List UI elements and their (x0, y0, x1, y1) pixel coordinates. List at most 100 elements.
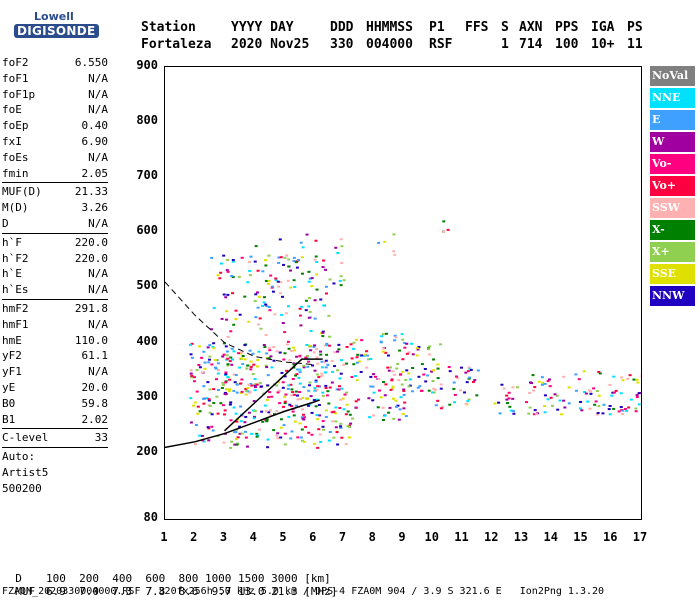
x-tick-label: 10 (424, 530, 439, 544)
echo-point (394, 336, 398, 339)
echo-point (473, 379, 477, 382)
echo-point (388, 406, 392, 409)
echo-point (294, 390, 298, 393)
legend-item: X+ (650, 242, 695, 262)
echo-point (232, 373, 236, 376)
param-value: N/A (88, 283, 108, 297)
echo-point (368, 416, 372, 419)
echo-point (226, 335, 230, 338)
echo-point (403, 341, 407, 344)
echo-point (212, 402, 216, 405)
echo-point (416, 386, 420, 389)
echo-point (306, 354, 310, 357)
echo-point (283, 256, 287, 259)
echo-point (198, 366, 202, 369)
y-tick-label: 600 (136, 223, 158, 238)
echo-point (266, 384, 270, 387)
echo-point (313, 317, 317, 320)
echo-point (202, 402, 206, 405)
echo-point (397, 418, 401, 421)
y-tick-label: 80 (143, 510, 158, 524)
echo-point (221, 383, 225, 386)
echo-point (325, 342, 329, 345)
param-separator (2, 298, 108, 300)
echo-point (268, 349, 272, 352)
echo-point (207, 399, 211, 402)
echo-point (312, 351, 316, 354)
echo-point (348, 413, 352, 416)
echo-point (212, 388, 216, 391)
echo-point (339, 425, 343, 428)
echo-point (264, 410, 268, 413)
echo-point (582, 390, 586, 393)
echo-point (224, 388, 228, 391)
header-value: 1 (501, 37, 509, 52)
echo-point (211, 429, 215, 432)
echo-point (621, 413, 625, 416)
echo-point (248, 269, 252, 272)
echo-point (430, 370, 434, 373)
echo-point (228, 403, 232, 406)
echo-point (314, 380, 318, 383)
echo-point (471, 380, 475, 383)
echo-point (310, 277, 314, 280)
echo-point (190, 374, 194, 377)
echo-point (280, 295, 284, 298)
echo-point (286, 340, 290, 343)
echo-point (277, 389, 281, 392)
echo-point (553, 393, 557, 396)
echo-point (562, 399, 566, 402)
echo-point (290, 430, 294, 433)
footer-d-row: D 100 200 400 600 800 1000 1500 3000 [km] (2, 559, 331, 585)
echo-point (324, 384, 328, 387)
echo-point (294, 374, 298, 377)
echo-point (221, 355, 225, 358)
echo-point (324, 285, 328, 288)
echo-point (381, 406, 385, 409)
echo-point (243, 421, 247, 424)
echo-point (241, 355, 245, 358)
legend-item: Vo- (650, 154, 695, 174)
echo-point (231, 292, 235, 295)
echo-point (528, 392, 532, 395)
echo-point (248, 390, 252, 393)
echo-point (598, 372, 602, 375)
echo-point (302, 416, 306, 419)
legend-item: NoVal (650, 66, 695, 86)
echo-point (528, 406, 532, 409)
echo-point (297, 258, 301, 261)
echo-point (341, 397, 345, 400)
echo-point (289, 286, 293, 289)
echo-point (243, 344, 247, 347)
echo-point (305, 233, 309, 236)
param-value: 21.33 (74, 185, 108, 199)
echo-point (228, 388, 232, 391)
echo-point (454, 375, 458, 378)
echo-point (402, 407, 406, 410)
echo-point (632, 378, 636, 381)
echo-point (397, 379, 401, 382)
echo-point (263, 404, 267, 407)
echo-point (293, 420, 297, 423)
echo-point (439, 343, 443, 346)
echo-point (202, 440, 206, 443)
echo-point (299, 397, 303, 400)
echo-point (317, 404, 321, 407)
echo-point (323, 344, 327, 347)
echo-point (290, 394, 294, 397)
param-value: 0.40 (81, 119, 109, 133)
echo-point (224, 381, 228, 384)
echo-point (339, 398, 343, 401)
echo-point (240, 351, 244, 354)
echo-point (305, 397, 309, 400)
echo-point (228, 360, 232, 363)
echo-point (244, 389, 248, 392)
echo-point (321, 335, 325, 338)
echo-point (335, 388, 339, 391)
echo-point (286, 305, 290, 308)
echo-point (312, 345, 316, 348)
echo-point (215, 395, 219, 398)
param-name: h`F (2, 235, 22, 249)
echo-point (334, 420, 338, 423)
echo-point (332, 436, 336, 439)
